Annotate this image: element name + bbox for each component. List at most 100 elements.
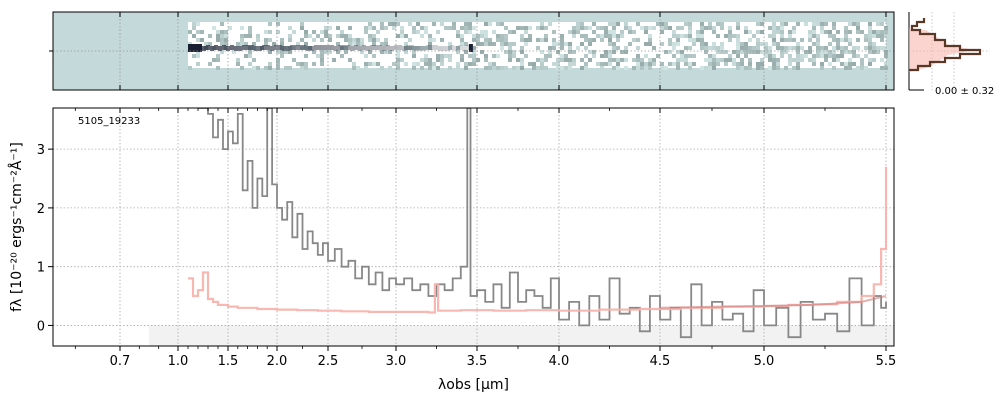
spectrum-2d-trace [446, 46, 450, 51]
spectrum-2d-pixel [420, 58, 424, 62]
spectrum-2d-pixel [352, 42, 356, 46]
spectrum-2d-pixel [248, 50, 252, 54]
spectrum-2d-pixel [816, 38, 820, 42]
spectrum-2d-pixel [712, 62, 716, 66]
spectrum-2d-pixel [872, 34, 876, 38]
spectrum-2d-pixel [776, 46, 780, 50]
spectrum-2d-pixel [364, 30, 368, 34]
spectrum-2d-pixel [608, 58, 612, 62]
spectrum-2d-pixel [876, 30, 880, 34]
spectrum-2d-trace-peak [188, 44, 202, 52]
spectrum-2d-trace [262, 45, 266, 50]
spectrum-2d-pixel [772, 66, 776, 70]
spectrum-2d-pixel [884, 34, 888, 38]
spectrum-2d-pixel [456, 50, 460, 54]
spectrum-2d-pixel [620, 58, 624, 62]
spectrum-2d-pixel [620, 34, 624, 38]
spectrum-2d-pixel [292, 58, 296, 62]
spectrum-2d-pixel [252, 58, 256, 62]
spectrum-2d-pixel [380, 22, 384, 26]
spectrum-2d-pixel [560, 54, 564, 58]
spectrum-2d-pixel [848, 62, 852, 66]
spectrum-2d-pixel [364, 66, 368, 70]
spectrum-2d-pixel [556, 50, 560, 54]
spectrum-2d-pixel [820, 54, 824, 58]
spectrum-2d-pixel [408, 38, 412, 42]
spectrum-2d-pixel [524, 26, 528, 30]
spectrum-2d-pixel [468, 62, 472, 66]
spectrum-2d-pixel [472, 34, 476, 38]
spectrum-2d-pixel [592, 22, 596, 26]
spectrum-2d-pixel [700, 42, 704, 46]
spectrum-2d-trace [238, 46, 242, 51]
spectrum-2d-trace [406, 45, 410, 50]
spectrum-2d-pixel [824, 30, 828, 34]
spectrum-2d-pixel [780, 54, 784, 58]
spectrum-2d-pixel [644, 26, 648, 30]
spectrum-2d-pixel [476, 34, 480, 38]
spectrum-2d-pixel [776, 30, 780, 34]
spectrum-2d-pixel [520, 62, 524, 66]
spectrum-2d-pixel [728, 38, 732, 42]
spectrum-2d-pixel [268, 30, 272, 34]
spectrum-2d-trace [342, 45, 346, 50]
spectrum-2d-pixel [320, 62, 324, 66]
spectrum-2d-pixel [424, 62, 428, 66]
spectrum-2d-pixel [544, 66, 548, 70]
spectrum-2d-trace [442, 46, 446, 51]
spectrum-2d-pixel [624, 26, 628, 30]
spectrum-2d-pixel [840, 50, 844, 54]
spectrum-2d-trace [462, 46, 466, 51]
spectrum-2d-pixel [320, 38, 324, 42]
spectrum-2d-pixel [764, 50, 768, 54]
spectrum-2d-pixel [700, 46, 704, 50]
spectrum-2d-pixel [584, 62, 588, 66]
x-tick-label: 5.0 [754, 354, 775, 369]
spectrum-2d-pixel [868, 22, 872, 26]
spectrum-2d-pixel [884, 62, 888, 66]
spectrum-2d-pixel [844, 30, 848, 34]
spectrum-2d-pixel [460, 58, 464, 62]
spectrum-2d-pixel [296, 62, 300, 66]
spectrum-2d-pixel [832, 34, 836, 38]
spectrum-2d-pixel [236, 42, 240, 46]
spectrum-2d-pixel [856, 38, 860, 42]
spectrum-2d-pixel [744, 26, 748, 30]
spectrum-2d-pixel [192, 26, 196, 30]
spectrum-2d-pixel [304, 54, 308, 58]
spectrum-2d-pixel [688, 38, 692, 42]
spectrum-2d-trace [402, 46, 406, 51]
spectrum-2d-pixel [448, 58, 452, 62]
spectrum-2d-pixel [836, 42, 840, 46]
spectrum-2d-pixel [584, 38, 588, 42]
spectrum-2d-pixel [660, 30, 664, 34]
spectrum-2d-pixel [788, 62, 792, 66]
spectrum-2d-pixel [444, 26, 448, 30]
spectrum-2d-panel [49, 11, 895, 91]
main-series [188, 108, 888, 339]
spectrum-2d-pixel [188, 66, 192, 70]
spectrum-2d-pixel [340, 54, 344, 58]
spectrum-2d-pixel [644, 42, 648, 46]
spectrum-2d-trace [286, 46, 290, 51]
spectrum-2d-pixel [508, 58, 512, 62]
spectrum-2d-pixel [600, 34, 604, 38]
spectrum-2d-pixel [472, 26, 476, 30]
spectrum-2d-pixel [848, 58, 852, 62]
zero-band [149, 325, 894, 346]
spectrum-2d-pixel [400, 58, 404, 62]
spectrum-2d-pixel [552, 46, 556, 50]
spectrum-2d-pixel [740, 66, 744, 70]
spectrum-2d-pixel [320, 58, 324, 62]
spectrum-2d-pixel [876, 34, 880, 38]
spectrum-2d-pixel [432, 62, 436, 66]
spectrum-2d-pixel [792, 58, 796, 62]
spectrum-2d-trace [250, 45, 254, 50]
spectrum-2d-pixel [876, 50, 880, 54]
spectrum-2d-pixel [844, 50, 848, 54]
spectrum-2d-pixel [332, 58, 336, 62]
spectrum-2d-pixel [368, 38, 372, 42]
spectrum-2d-pixel [864, 34, 868, 38]
spectrum-2d-pixel [708, 26, 712, 30]
spectrum-2d-pixel [448, 26, 452, 30]
